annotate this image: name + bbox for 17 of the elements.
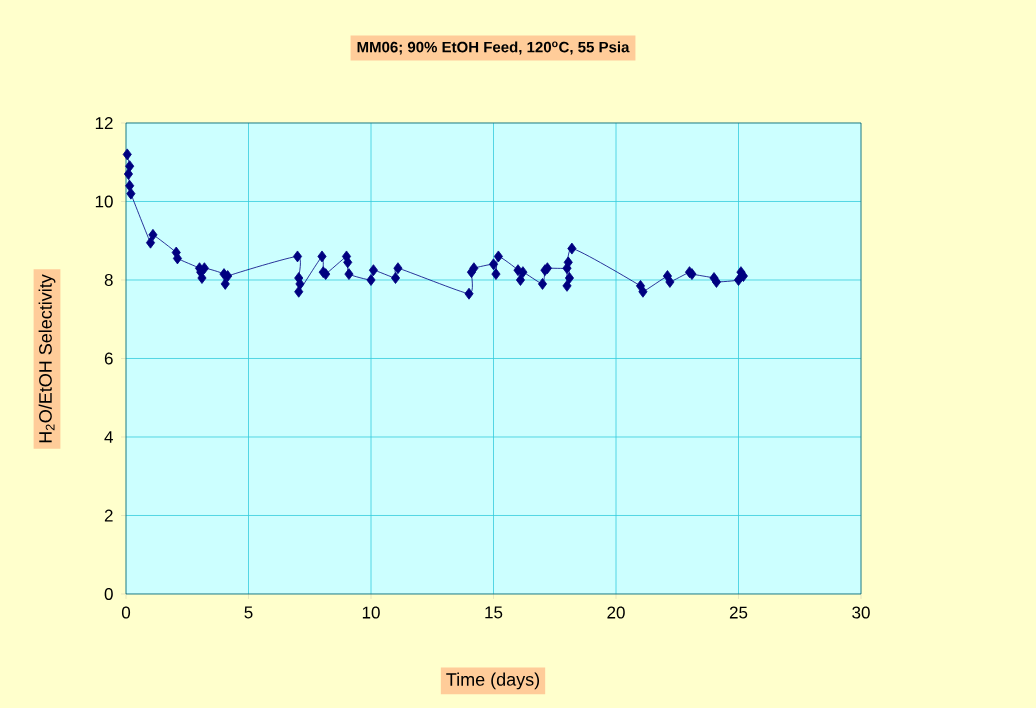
x-tick-label: 30 xyxy=(852,606,870,619)
x-tick-label: 15 xyxy=(485,606,503,619)
y-tick-label: 8 xyxy=(104,273,113,287)
chart-title: MM06; 90% EtOH Feed, 120$^{o}$C, 55 Psia xyxy=(357,41,630,55)
y-tick-label: 0 xyxy=(104,587,113,601)
x-axis-title: Time (days) xyxy=(446,672,540,690)
y-tick-label: 6 xyxy=(104,352,113,365)
y-tick-label: 12 xyxy=(95,117,113,129)
y-axis-title: H$_{2}$O/EtOH Selectivity xyxy=(38,274,56,443)
x-tick-label: 20 xyxy=(607,606,625,619)
x-tick-label: 10 xyxy=(362,606,380,619)
y-tick-label: 2 xyxy=(104,509,113,522)
y-tick-label: 4 xyxy=(104,431,113,443)
x-tick-label: 25 xyxy=(729,606,748,619)
x-tick-label: 5 xyxy=(244,606,253,619)
x-tick-label: 0 xyxy=(121,606,131,619)
y-tick-label: 10 xyxy=(95,195,113,208)
